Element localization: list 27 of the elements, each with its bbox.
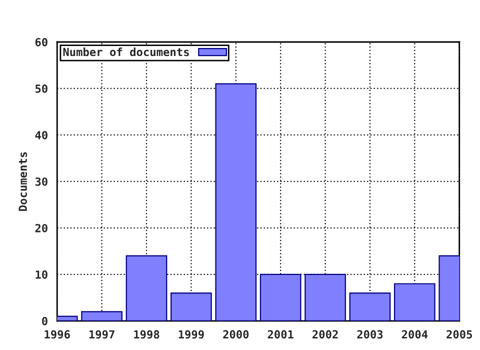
x-tick-label: 2002 [312, 330, 338, 339]
y-tick-label: 50 [35, 84, 48, 93]
bar [304, 274, 346, 321]
y-tick-label: 20 [35, 224, 48, 232]
y-tick-label: 60 [35, 38, 48, 46]
x-tick-label: 1999 [178, 330, 204, 339]
x-tick-label: 2003 [357, 330, 383, 339]
bar [394, 283, 436, 321]
x-tick-label: 2001 [268, 330, 294, 339]
x-tick-label: 2004 [402, 330, 428, 339]
x-tick-label: 2005 [446, 330, 472, 339]
bar [81, 311, 122, 321]
y-tick-label: 10 [36, 270, 48, 279]
bar [126, 255, 168, 321]
legend-label: Number of documents [63, 48, 189, 56]
bar [215, 83, 257, 321]
x-tick-label: 2000 [223, 330, 249, 339]
x-tick-label: 1997 [89, 330, 114, 339]
bar [349, 292, 391, 321]
y-tick-label: 30 [35, 177, 48, 186]
y-tick-label: 0 [42, 316, 48, 326]
y-axis-title: Documents [18, 152, 28, 211]
x-tick-label: 1996 [44, 330, 70, 339]
y-tick-label: 40 [35, 130, 48, 140]
x-tick-label: 1998 [134, 330, 160, 339]
bar [260, 274, 302, 321]
bar [170, 292, 212, 321]
